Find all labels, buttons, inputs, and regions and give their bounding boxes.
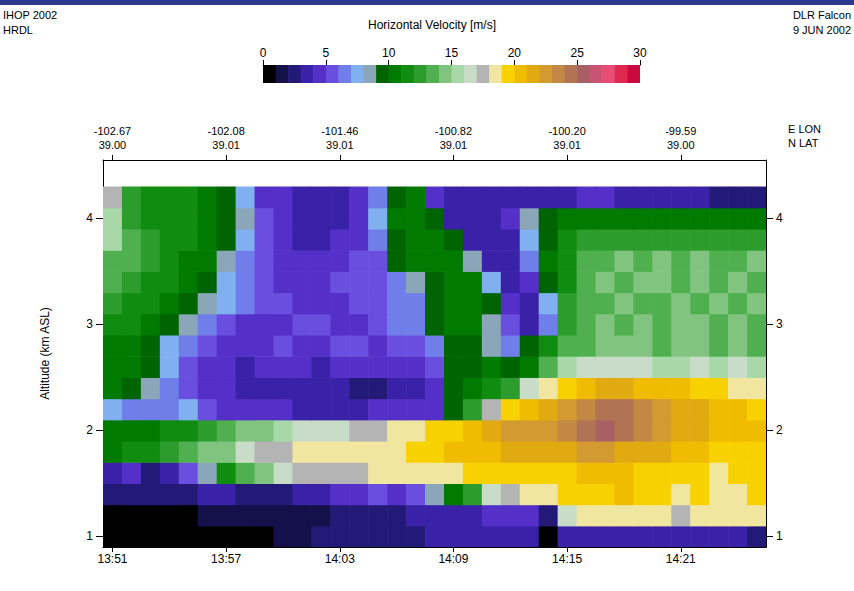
svg-text:39.00: 39.00 [99, 139, 127, 151]
svg-text:25: 25 [570, 46, 584, 60]
svg-text:39.01: 39.01 [212, 139, 240, 151]
svg-text:1: 1 [776, 529, 783, 543]
svg-text:39.01: 39.01 [326, 139, 354, 151]
svg-text:N LAT: N LAT [788, 137, 819, 149]
svg-text:-100.20: -100.20 [548, 125, 585, 137]
svg-text:9 JUN 2002: 9 JUN 2002 [793, 24, 851, 36]
svg-text:HRDL: HRDL [3, 24, 33, 36]
svg-text:39.00: 39.00 [667, 139, 695, 151]
svg-text:-102.67: -102.67 [94, 125, 131, 137]
svg-text:20: 20 [508, 46, 522, 60]
svg-text:15: 15 [445, 46, 459, 60]
svg-text:DLR Falcon: DLR Falcon [793, 9, 851, 21]
svg-text:30: 30 [633, 46, 647, 60]
svg-text:39.01: 39.01 [553, 139, 581, 151]
svg-text:Altitude (km ASL): Altitude (km ASL) [38, 307, 52, 400]
svg-text:14:15: 14:15 [552, 552, 582, 566]
svg-text:-102.08: -102.08 [207, 125, 244, 137]
svg-text:14:21: 14:21 [666, 552, 696, 566]
svg-text:13:51: 13:51 [97, 552, 127, 566]
svg-text:3: 3 [86, 317, 93, 331]
svg-text:Horizontal Velocity [m/s]: Horizontal Velocity [m/s] [368, 18, 496, 32]
svg-text:4: 4 [776, 211, 783, 225]
svg-text:2: 2 [776, 423, 783, 437]
svg-text:-101.46: -101.46 [321, 125, 358, 137]
svg-text:2: 2 [86, 423, 93, 437]
svg-text:5: 5 [322, 46, 329, 60]
svg-text:3: 3 [776, 317, 783, 331]
svg-text:-99.59: -99.59 [665, 125, 696, 137]
svg-text:E LON: E LON [788, 123, 821, 135]
svg-text:14:09: 14:09 [438, 552, 468, 566]
svg-text:4: 4 [86, 211, 93, 225]
svg-text:0: 0 [260, 46, 267, 60]
svg-text:13:57: 13:57 [211, 552, 241, 566]
svg-text:1: 1 [86, 529, 93, 543]
svg-text:39.01: 39.01 [440, 139, 468, 151]
svg-text:14:03: 14:03 [325, 552, 355, 566]
svg-text:-100.82: -100.82 [435, 125, 472, 137]
svg-text:10: 10 [382, 46, 396, 60]
svg-text:IHOP 2002: IHOP 2002 [3, 9, 57, 21]
